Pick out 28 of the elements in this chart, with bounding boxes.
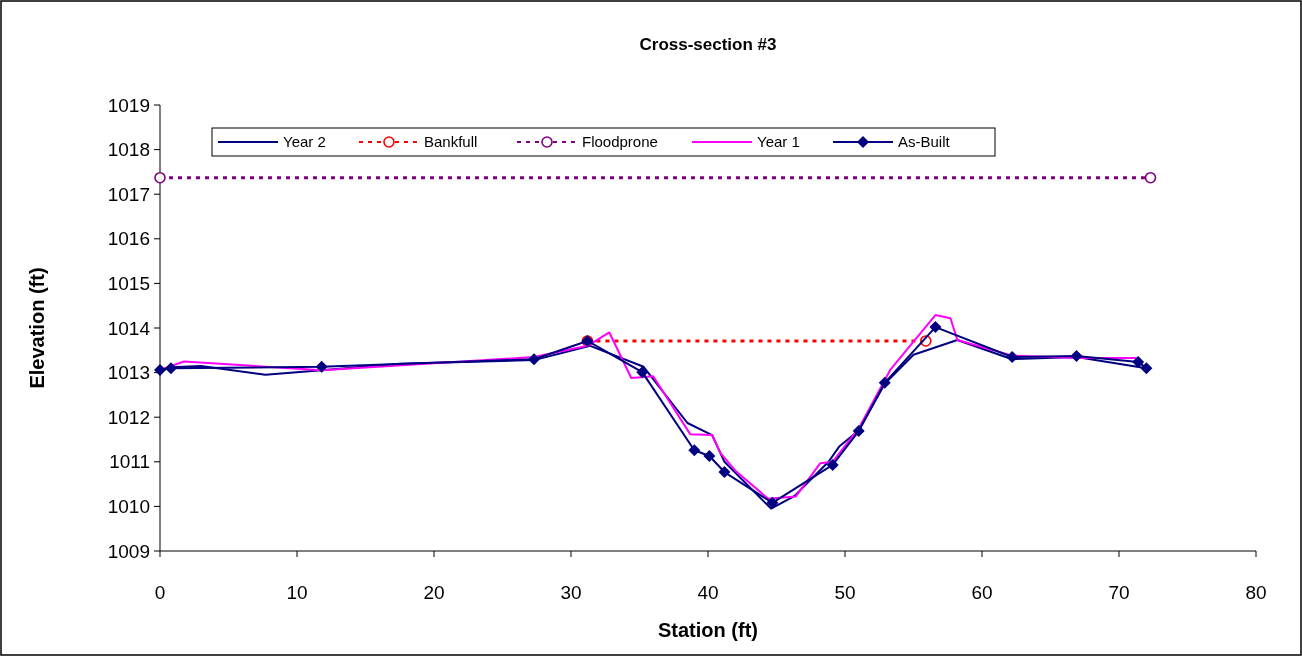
x-tick-label: 60 (971, 582, 993, 603)
x-tick-label: 20 (423, 582, 445, 603)
y-tick-label: 1016 (107, 228, 150, 250)
y-tick-label: 1015 (107, 273, 150, 295)
y-tick-label: 1019 (107, 94, 150, 116)
y-tick-label: 1012 (107, 406, 150, 428)
x-tick-label: 40 (697, 582, 719, 603)
legend-label: As-Built (898, 133, 951, 151)
legend-label: Bankfull (424, 133, 478, 151)
x-tick-label: 10 (286, 582, 308, 603)
y-tick-label: 1011 (109, 451, 150, 473)
x-tick-label: 0 (154, 582, 166, 603)
y-tick-label: 1017 (107, 183, 150, 205)
x-tick-label: 30 (560, 582, 582, 603)
x-tick-label: 80 (1245, 582, 1267, 603)
y-tick-label: 1018 (107, 139, 150, 161)
legend-label: Year 1 (757, 133, 800, 151)
x-tick-label: 70 (1108, 582, 1130, 603)
y-tick-label: 1009 (107, 540, 150, 562)
y-tick-label: 1013 (107, 362, 150, 384)
y-tick-label: 1010 (107, 496, 150, 518)
legend-label: Floodprone (582, 133, 658, 151)
y-axis-title: Elevation (ft) (26, 267, 48, 389)
legend-label: Year 2 (283, 133, 326, 151)
chart-title: Cross-section #3 (639, 35, 777, 54)
x-axis-title: Station (ft) (658, 619, 758, 641)
x-tick-label: 50 (834, 582, 856, 603)
y-tick-label: 1014 (107, 317, 151, 339)
